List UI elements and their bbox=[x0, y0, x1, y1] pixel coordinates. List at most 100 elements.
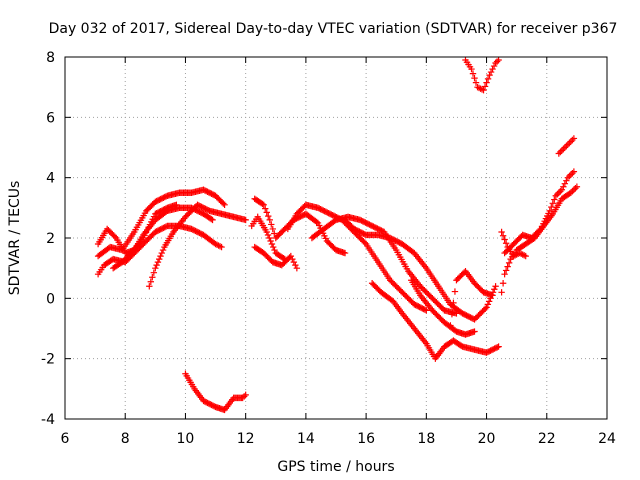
data-point bbox=[361, 239, 368, 246]
data-point bbox=[567, 189, 575, 196]
series-track-o bbox=[447, 267, 496, 329]
data-point bbox=[564, 141, 572, 148]
data-point bbox=[450, 299, 457, 307]
series-track-q bbox=[498, 183, 581, 296]
data-point bbox=[520, 252, 528, 259]
data-point bbox=[267, 237, 274, 245]
x-tick-label: 16 bbox=[357, 431, 375, 447]
y-tick-label: 6 bbox=[46, 110, 55, 126]
x-tick-label: 24 bbox=[598, 431, 616, 447]
data-point bbox=[498, 228, 505, 236]
data-point bbox=[498, 289, 505, 296]
data-point bbox=[502, 240, 510, 247]
data-point bbox=[287, 252, 295, 260]
series-track-h bbox=[251, 243, 301, 272]
data-point bbox=[152, 264, 159, 272]
x-axis-label: GPS time / hours bbox=[277, 459, 394, 475]
data-point bbox=[216, 243, 224, 250]
data-point bbox=[499, 280, 507, 287]
data-point bbox=[468, 65, 475, 73]
data-point bbox=[483, 304, 490, 311]
data-point bbox=[221, 201, 228, 209]
data-point bbox=[536, 227, 543, 234]
data-point bbox=[561, 180, 569, 187]
data-point bbox=[481, 83, 489, 90]
data-point bbox=[475, 84, 483, 92]
data-point bbox=[546, 207, 553, 215]
y-tick-label: 4 bbox=[46, 171, 55, 187]
data-point bbox=[280, 255, 287, 262]
data-point bbox=[271, 230, 278, 237]
y-tick-label: 0 bbox=[46, 291, 55, 307]
data-point bbox=[551, 196, 558, 203]
data-point bbox=[472, 79, 480, 86]
data-point bbox=[558, 186, 566, 193]
data-point bbox=[485, 298, 493, 305]
data-point bbox=[489, 65, 496, 73]
data-point bbox=[570, 186, 578, 193]
series-track-m bbox=[368, 280, 502, 362]
data-point bbox=[313, 218, 320, 226]
data-point bbox=[572, 185, 579, 192]
data-point bbox=[510, 252, 517, 260]
data-point bbox=[471, 74, 478, 82]
data-point bbox=[569, 188, 576, 195]
series-track-t bbox=[555, 135, 578, 157]
data-point bbox=[215, 242, 222, 249]
x-tick-label: 6 bbox=[61, 431, 70, 447]
data-point bbox=[173, 201, 180, 209]
y-tick-label: -2 bbox=[41, 352, 55, 368]
data-point bbox=[513, 251, 520, 258]
data-point bbox=[548, 203, 555, 211]
data-point bbox=[159, 246, 167, 254]
data-point bbox=[567, 171, 575, 178]
data-point bbox=[484, 301, 492, 308]
y-axis-label: SDTVAR / TECUs bbox=[7, 181, 23, 296]
series-track-r bbox=[501, 168, 578, 257]
data-point bbox=[511, 252, 519, 259]
data-point bbox=[502, 267, 510, 274]
data-point bbox=[281, 255, 289, 263]
data-point bbox=[499, 232, 507, 239]
data-point bbox=[213, 241, 221, 248]
data-point bbox=[292, 261, 299, 269]
axis-ticks bbox=[64, 56, 608, 420]
data-point bbox=[447, 322, 454, 329]
data-series bbox=[94, 56, 581, 414]
data-point bbox=[149, 274, 156, 281]
data-point bbox=[483, 79, 490, 86]
chart-title: Day 032 of 2017, Sidereal Day-to-day VTE… bbox=[49, 21, 618, 37]
data-point bbox=[147, 278, 155, 285]
data-point bbox=[569, 136, 576, 144]
series-track-k bbox=[308, 213, 460, 317]
data-point bbox=[146, 283, 153, 290]
data-point bbox=[156, 255, 163, 263]
data-point bbox=[517, 250, 525, 258]
data-point bbox=[505, 259, 513, 267]
data-point bbox=[158, 249, 165, 257]
data-point bbox=[451, 288, 459, 295]
data-point bbox=[259, 200, 266, 208]
data-point bbox=[469, 70, 477, 77]
x-tick-label: 12 bbox=[237, 431, 255, 447]
data-point bbox=[242, 391, 249, 399]
data-point bbox=[486, 71, 493, 79]
data-point bbox=[557, 188, 564, 195]
data-point bbox=[448, 310, 456, 318]
data-point bbox=[560, 145, 567, 153]
series-track-f bbox=[182, 370, 249, 414]
x-tick-label: 20 bbox=[478, 431, 496, 447]
data-point bbox=[557, 148, 564, 156]
series-track-a bbox=[94, 186, 228, 260]
y-tick-label: 2 bbox=[46, 231, 55, 247]
data-point bbox=[293, 264, 301, 272]
series-track-i bbox=[248, 213, 289, 263]
data-point bbox=[492, 283, 499, 290]
data-point bbox=[552, 192, 560, 199]
data-point bbox=[289, 255, 296, 263]
data-point bbox=[157, 252, 164, 260]
data-point bbox=[240, 393, 248, 400]
data-point bbox=[260, 201, 267, 209]
